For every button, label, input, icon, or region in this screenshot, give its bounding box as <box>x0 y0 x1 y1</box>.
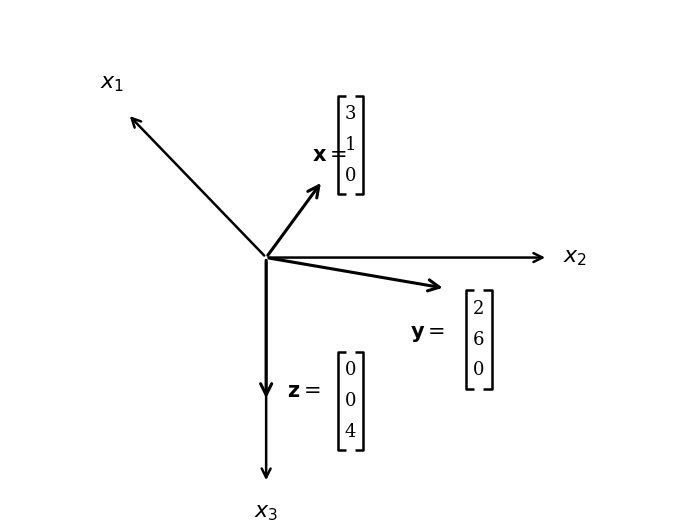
Text: 0: 0 <box>345 167 357 184</box>
Text: $\mathbf{x}=$: $\mathbf{x}=$ <box>312 145 347 165</box>
Text: $\mathbf{y}=$: $\mathbf{y}=$ <box>410 325 445 345</box>
Text: 2: 2 <box>473 300 484 318</box>
Text: 0: 0 <box>345 362 357 379</box>
Text: $\mathbf{z}=$: $\mathbf{z}=$ <box>287 381 320 401</box>
Text: 4: 4 <box>345 423 356 441</box>
Text: 0: 0 <box>473 362 484 379</box>
Text: $x_2$: $x_2$ <box>563 248 587 268</box>
Text: $x_1$: $x_1$ <box>100 74 124 94</box>
Text: 0: 0 <box>345 392 357 410</box>
Text: 6: 6 <box>473 330 484 348</box>
Text: 3: 3 <box>345 105 357 123</box>
Text: $x_3$: $x_3$ <box>254 503 279 523</box>
Text: 1: 1 <box>345 136 357 154</box>
